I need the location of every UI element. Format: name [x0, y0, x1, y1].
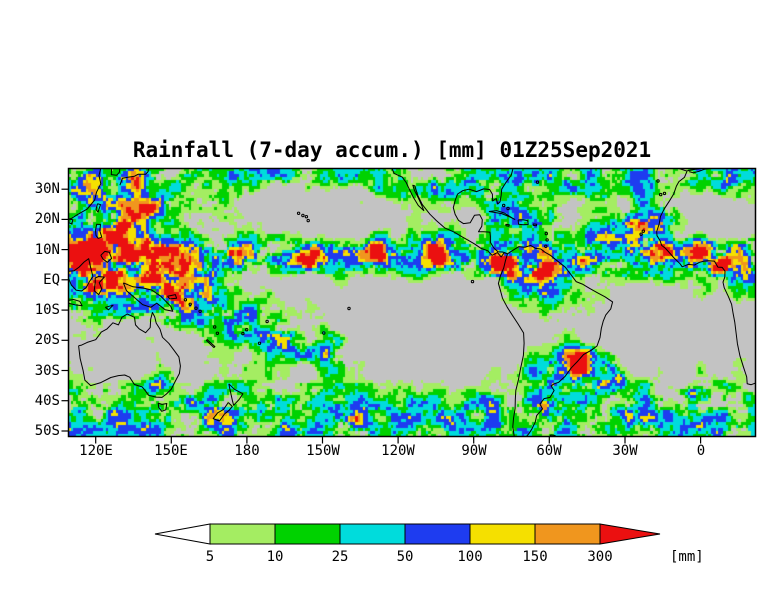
island-dot	[188, 302, 192, 307]
coastline-path	[488, 210, 516, 220]
coastline-path	[110, 168, 121, 176]
lon-tick-label: 90W	[461, 443, 487, 459]
lon-tick-label: 180	[234, 443, 260, 459]
island-dot	[656, 179, 660, 183]
island-dot	[213, 325, 217, 329]
lat-tick-label: 20S	[34, 332, 60, 348]
lat-tick-label: 40S	[34, 393, 60, 409]
lon-tick-label: 150E	[154, 443, 188, 459]
island-dot	[659, 192, 663, 197]
lat-tick-label: 30N	[34, 181, 60, 197]
island-dot	[662, 191, 667, 196]
lon-tick-label: 120E	[79, 443, 113, 459]
lat-tick-label: 50S	[34, 423, 60, 439]
island-dot	[194, 306, 198, 310]
island-dot	[301, 213, 305, 218]
coastline-path	[532, 223, 538, 227]
coastline-path	[689, 168, 718, 174]
island-dot	[544, 231, 548, 236]
coastline-path	[78, 312, 181, 398]
island-dot	[535, 180, 540, 184]
island-dot	[304, 215, 309, 219]
island-dot	[470, 279, 475, 284]
lat-tick-label: EQ	[43, 272, 60, 288]
coastline-path	[228, 383, 244, 406]
coastline-path	[68, 218, 74, 225]
island-dot	[347, 306, 351, 311]
colorbar-segment	[469, 523, 536, 545]
coastline-path	[119, 168, 150, 186]
coastline-path	[656, 171, 756, 386]
coastline-path	[68, 258, 94, 292]
island-dot	[245, 328, 249, 332]
island-dot	[198, 309, 202, 314]
coastline-path	[93, 276, 105, 296]
colorbar-legend: 5 10 25 50 100 150 300 [mm]	[154, 523, 704, 565]
coastlines-overlay	[68, 168, 756, 437]
coastline-path	[68, 168, 102, 220]
coastline-path	[100, 250, 113, 263]
island-dot	[639, 232, 643, 236]
lon-tick-label: 150W	[306, 443, 340, 459]
coastline-path	[505, 223, 510, 227]
coastline-path	[68, 299, 83, 307]
coastline-path	[549, 434, 556, 437]
coastline-path	[391, 168, 525, 437]
chart-title: Rainfall (7-day accum.) [mm] 01Z25Sep202…	[132, 138, 652, 162]
coastline-path	[507, 244, 614, 437]
colorbar-segment	[209, 523, 276, 545]
colorbar-segment	[534, 523, 601, 545]
coastline-path	[517, 219, 529, 226]
map-plot-area	[68, 168, 756, 437]
coastline-path	[95, 223, 103, 239]
island-dot	[241, 331, 245, 336]
colorbar-below-min-arrow	[154, 523, 211, 545]
island-dot	[506, 206, 510, 211]
colorbar-tick-label: 5	[206, 549, 214, 565]
island-dot	[215, 331, 220, 336]
coastline-path	[95, 203, 101, 213]
colorbar-tick-label: 50	[397, 549, 414, 565]
island-dot	[545, 238, 549, 242]
lat-tick-label: 30S	[34, 363, 60, 379]
colorbar-segment	[274, 523, 341, 545]
island-dot	[306, 218, 310, 223]
colorbar-tick-label: 100	[457, 549, 482, 565]
lon-tick-label: 60W	[536, 443, 562, 459]
coastline-path	[673, 168, 701, 172]
coastline-path	[212, 402, 233, 422]
island-dot	[296, 211, 301, 215]
coastline-path	[205, 339, 216, 348]
island-dot	[183, 298, 188, 302]
coastline-path	[167, 294, 178, 300]
coastline-path	[104, 304, 114, 311]
lat-tick-label: 10N	[34, 242, 60, 258]
lon-tick-label: 120W	[381, 443, 415, 459]
lon-tick-label: 30W	[612, 443, 638, 459]
colorbar-unit-label: [mm]	[670, 549, 704, 565]
colorbar-tick-label: 10	[267, 549, 284, 565]
island-dot	[502, 203, 506, 208]
coastline-path	[452, 168, 514, 254]
lat-tick-label: 20N	[34, 211, 60, 227]
colorbar-tick-label: 300	[587, 549, 612, 565]
island-dot	[322, 331, 326, 335]
island-dot	[641, 229, 645, 233]
lat-tick-label: 10S	[34, 302, 60, 318]
lon-tick-label: 0	[696, 443, 706, 459]
island-dot	[257, 341, 262, 346]
colorbar-segment	[339, 523, 406, 545]
coastline-path	[122, 282, 174, 312]
island-dot	[265, 319, 269, 324]
coastline-path	[157, 402, 168, 412]
island-dot	[544, 244, 548, 249]
colorbar-segment	[404, 523, 471, 545]
colorbar-tick-label: 150	[522, 549, 547, 565]
colorbar-tick-label: 25	[332, 549, 349, 565]
colorbar-above-max-arrow	[599, 523, 661, 545]
